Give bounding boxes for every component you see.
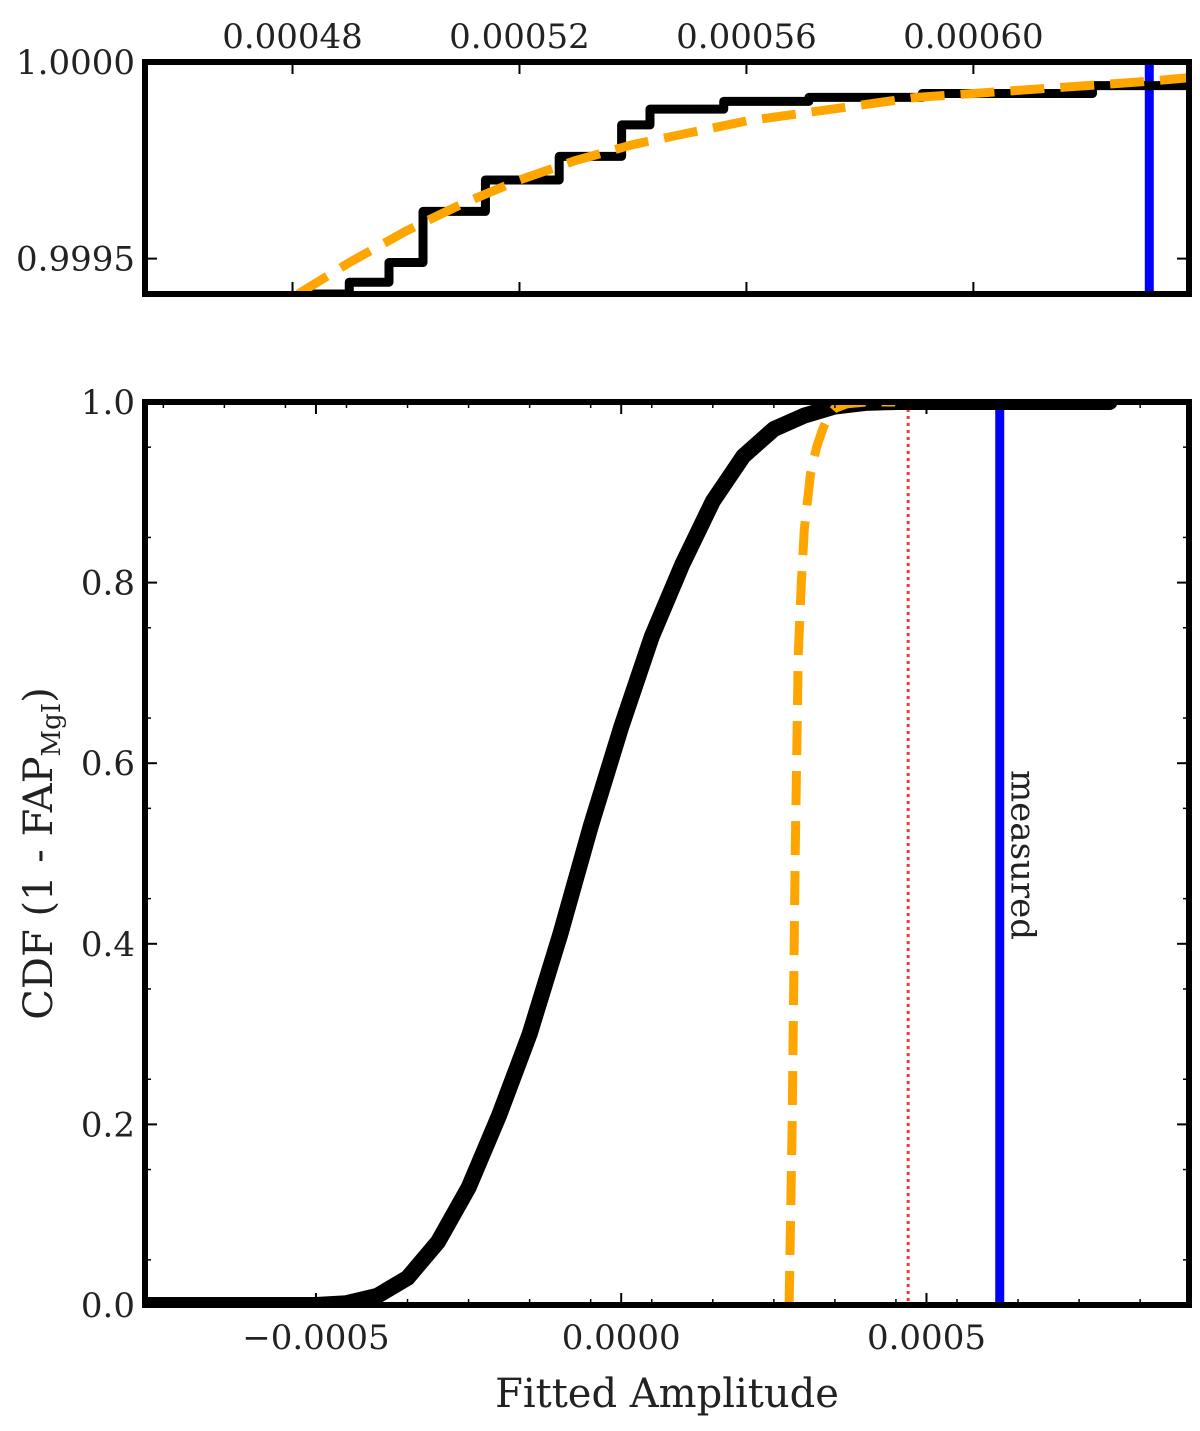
y-axis-title-close: ) [16, 687, 62, 703]
top-y-tick-label: 0.9995 [16, 240, 135, 280]
main-y-tick-label: 0.8 [81, 564, 135, 604]
y-axis-title-subscript: MgI [37, 703, 67, 757]
top-empirical-step-line [298, 81, 1189, 294]
main-y-tick-label: 1.0 [81, 383, 135, 423]
main-plot-area [145, 402, 1118, 1305]
main-y-tick-label: 0.4 [81, 925, 135, 965]
main-axes-frame [142, 399, 1192, 1308]
top-x-tick-label: 0.00060 [903, 17, 1044, 57]
inset-zoom-panel: 0.00048 0.00052 0.00056 0.00060 0.9995 1.0000 [16, 17, 1192, 297]
top-fitted-distribution-line [295, 73, 1189, 294]
top-plot-area [295, 62, 1189, 294]
top-x-tick-label: 0.00052 [449, 17, 590, 57]
y-axis-title: CDF (1 - FAPMgI) [16, 687, 67, 1019]
main-y-tick-label: 0.6 [81, 744, 135, 784]
main-fitted-distribution-line [784, 402, 896, 1305]
measured-line-label: measured [1003, 770, 1043, 940]
top-x-tick-label: 0.00056 [676, 17, 817, 57]
y-axis-title-main: CDF (1 - FAP [16, 756, 62, 1019]
main-cdf-panel: −0.0005 0.0000 0.0005 0.0 0.2 0.4 0.6 0.8 1.0 Fit… [16, 383, 1192, 1417]
main-empirical-cdf-line [145, 402, 1118, 1305]
x-axis-title: Fitted Amplitude [495, 1371, 839, 1417]
top-axes-frame [142, 59, 1192, 297]
main-x-tick-label: 0.0005 [867, 1318, 986, 1358]
top-y-tick-label: 1.0000 [16, 43, 135, 83]
main-y-tick-label: 0.2 [81, 1105, 135, 1145]
main-y-tick-label: 0.0 [81, 1286, 135, 1326]
main-x-tick-label: −0.0005 [242, 1318, 389, 1358]
main-x-tick-label: 0.0000 [562, 1318, 681, 1358]
top-x-tick-label: 0.00048 [222, 17, 363, 57]
